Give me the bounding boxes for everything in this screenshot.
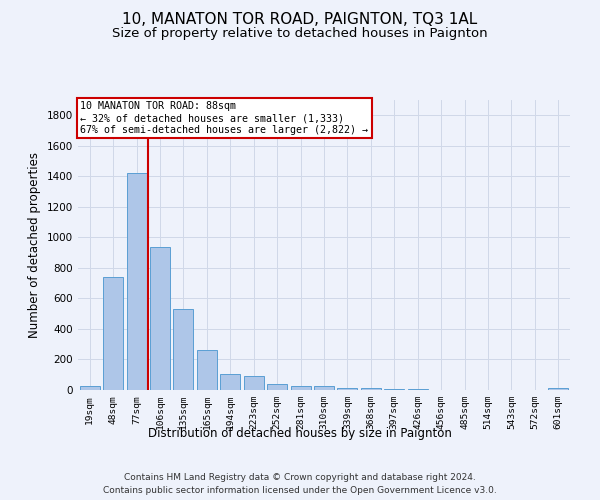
Text: Size of property relative to detached houses in Paignton: Size of property relative to detached ho…: [112, 28, 488, 40]
Bar: [290, 386, 311, 390]
Bar: [103, 277, 123, 390]
Bar: [80, 386, 100, 390]
Text: 10, MANATON TOR ROAD, PAIGNTON, TQ3 1AL: 10, MANATON TOR ROAD, PAIGNTON, TQ3 1AL: [122, 12, 478, 28]
Text: 10 MANATON TOR ROAD: 88sqm
← 32% of detached houses are smaller (1,333)
67% of s: 10 MANATON TOR ROAD: 88sqm ← 32% of deta…: [80, 102, 368, 134]
Text: Distribution of detached houses by size in Paignton: Distribution of detached houses by size …: [148, 428, 452, 440]
Text: Contains HM Land Registry data © Crown copyright and database right 2024.: Contains HM Land Registry data © Crown c…: [124, 472, 476, 482]
Bar: [173, 309, 193, 390]
Bar: [548, 388, 568, 390]
Bar: [150, 246, 170, 390]
Bar: [385, 389, 404, 390]
Bar: [197, 350, 217, 390]
Text: Contains public sector information licensed under the Open Government Licence v3: Contains public sector information licen…: [103, 486, 497, 495]
Bar: [244, 376, 263, 390]
Bar: [314, 386, 334, 390]
Bar: [408, 389, 428, 390]
Bar: [127, 174, 146, 390]
Bar: [361, 388, 381, 390]
Bar: [220, 374, 240, 390]
Bar: [267, 384, 287, 390]
Bar: [337, 388, 358, 390]
Y-axis label: Number of detached properties: Number of detached properties: [28, 152, 41, 338]
